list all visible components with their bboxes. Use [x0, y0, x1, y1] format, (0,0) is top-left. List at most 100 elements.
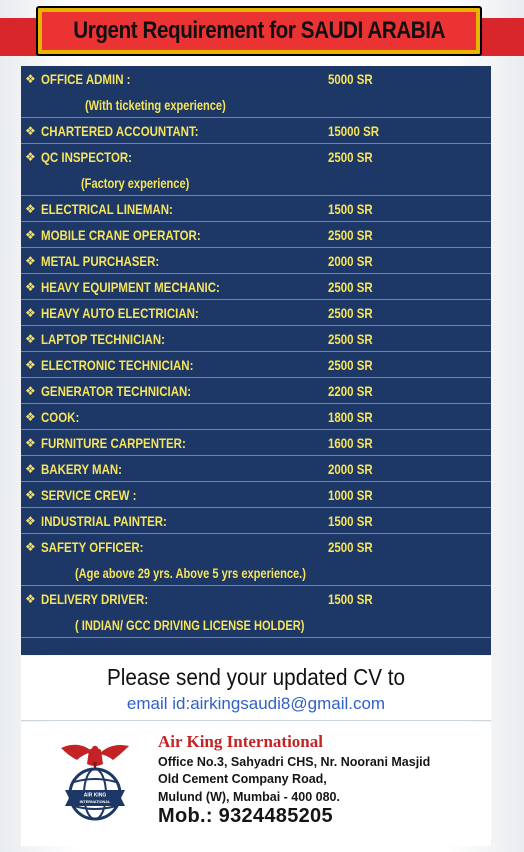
job-line: ❖ ELECTRONIC TECHNICIAN: 2500 SR	[21, 352, 491, 378]
job-title: SAFETY OFFICER:	[41, 539, 144, 555]
job-title: COOK:	[41, 409, 80, 425]
diamond-bullet-icon: ❖	[25, 150, 36, 164]
job-title: LAPTOP TECHNICIAN:	[41, 331, 165, 347]
job-row: ❖ BAKERY MAN: 2000 SR	[21, 456, 491, 482]
job-row: ❖ HEAVY AUTO ELECTRICIAN: 2500 SR	[21, 300, 491, 326]
job-row: ❖ HEAVY EQUIPMENT MECHANIC: 2500 SR	[21, 274, 491, 300]
company-block: AIR KING INTERNATIONAL Air King Internat…	[21, 722, 491, 846]
diamond-bullet-icon: ❖	[25, 306, 36, 320]
job-salary: 1000 SR	[328, 487, 373, 503]
job-row: ❖ OFFICE ADMIN : 5000 SR (With ticketing ex…	[21, 66, 491, 118]
job-title: QC INSPECTOR:	[41, 149, 133, 165]
diamond-bullet-icon: ❖	[25, 384, 36, 398]
job-title: HEAVY AUTO ELECTRICIAN:	[41, 305, 199, 321]
job-row: ❖ SAFETY OFFICER: 2500 SR (Age above 29 yrs…	[21, 534, 491, 586]
job-row: ❖ QC INSPECTOR: 2500 SR (Factory experience…	[21, 144, 491, 196]
page-title: Urgent Requirement for SAUDI ARABIA	[73, 17, 445, 44]
job-row: ❖ SERVICE CREW : 1000 SR	[21, 482, 491, 508]
diamond-bullet-icon: ❖	[25, 280, 36, 294]
mobile-number[interactable]: Mob.: 9324485205	[158, 805, 333, 827]
diamond-bullet-icon: ❖	[25, 254, 36, 268]
cta-text: Please send your updated CV to	[106, 664, 406, 690]
job-salary: 1500 SR	[328, 591, 373, 607]
job-salary: 2500 SR	[328, 149, 373, 165]
job-title: CHARTERED ACCOUNTANT:	[41, 123, 199, 139]
diamond-bullet-icon: ❖	[25, 72, 36, 86]
job-list-panel: ❖ OFFICE ADMIN : 5000 SR (With ticketing ex…	[21, 66, 491, 655]
job-line: ❖ METAL PURCHASER: 2000 SR	[21, 248, 491, 274]
job-title: GENERATOR TECHNICIAN:	[41, 383, 192, 399]
job-note: (Factory experience)	[81, 175, 190, 191]
job-title: OFFICE ADMIN :	[41, 71, 131, 87]
diamond-bullet-icon: ❖	[25, 124, 36, 138]
job-line: ❖ BAKERY MAN: 2000 SR	[21, 456, 491, 482]
job-title: SERVICE CREW :	[41, 487, 137, 503]
job-salary: 2500 SR	[328, 227, 373, 243]
job-line: ❖ CHARTERED ACCOUNTANT: 15000 SR	[21, 118, 491, 144]
address-line-3: Mulund (W), Mumbai - 400 080.	[158, 790, 340, 804]
job-salary: 1800 SR	[328, 409, 373, 425]
job-row: ❖ METAL PURCHASER: 2000 SR	[21, 248, 491, 274]
diamond-bullet-icon: ❖	[25, 436, 36, 450]
job-title: FURNITURE CARPENTER:	[41, 435, 186, 451]
job-line: ❖ OFFICE ADMIN : 5000 SR	[21, 66, 491, 92]
job-row: ❖ MOBILE CRANE OPERATOR: 2500 SR	[21, 222, 491, 248]
job-title: ELECTRICAL LINEMAN:	[41, 201, 173, 217]
job-salary: 1500 SR	[328, 513, 373, 529]
job-line: ❖ FURNITURE CARPENTER: 1600 SR	[21, 430, 491, 456]
diamond-bullet-icon: ❖	[25, 514, 36, 528]
job-note: ( INDIAN/ GCC DRIVING LICENSE HOLDER)	[75, 617, 305, 633]
job-title: BAKERY MAN:	[41, 461, 123, 477]
address-line-1: Office No.3, Sahyadri CHS, Nr. Noorani M…	[158, 755, 431, 769]
job-title: DELIVERY DRIVER:	[41, 591, 149, 607]
job-line: ❖ GENERATOR TECHNICIAN: 2200 SR	[21, 378, 491, 404]
job-salary: 2000 SR	[328, 253, 373, 269]
job-salary: 5000 SR	[328, 71, 373, 87]
job-line: ❖ ELECTRICAL LINEMAN: 1500 SR	[21, 196, 491, 222]
cv-call-to-action: Please send your updated CV to email id:…	[21, 656, 491, 721]
job-row: ❖ LAPTOP TECHNICIAN: 2500 SR	[21, 326, 491, 352]
diamond-bullet-icon: ❖	[25, 202, 36, 216]
job-note: (With ticketing experience)	[85, 97, 226, 113]
diamond-bullet-icon: ❖	[25, 462, 36, 476]
diamond-bullet-icon: ❖	[25, 228, 36, 242]
diamond-bullet-icon: ❖	[25, 332, 36, 346]
job-row: ❖ FURNITURE CARPENTER: 1600 SR	[21, 430, 491, 456]
job-title: METAL PURCHASER:	[41, 253, 160, 269]
job-row: ❖ COOK: 1800 SR	[21, 404, 491, 430]
company-name: Air King International	[158, 732, 323, 751]
job-salary: 2500 SR	[328, 279, 373, 295]
job-note-line: ( INDIAN/ GCC DRIVING LICENSE HOLDER)	[21, 612, 491, 638]
email-address[interactable]: email id:airkingsaudi8@gmail.com	[126, 694, 386, 713]
job-line: ❖ HEAVY AUTO ELECTRICIAN: 2500 SR	[21, 300, 491, 326]
job-salary: 1500 SR	[328, 201, 373, 217]
job-salary: 15000 SR	[328, 123, 380, 139]
diamond-bullet-icon: ❖	[25, 488, 36, 502]
job-row: ❖ DELIVERY DRIVER: 1500 SR ( INDIAN/ GCC DR…	[21, 586, 491, 638]
job-salary: 2500 SR	[328, 331, 373, 347]
diamond-bullet-icon: ❖	[25, 410, 36, 424]
job-line: ❖ LAPTOP TECHNICIAN: 2500 SR	[21, 326, 491, 352]
job-note-line: (With ticketing experience)	[21, 92, 491, 118]
job-salary: 2500 SR	[328, 305, 373, 321]
job-line: ❖ INDUSTRIAL PAINTER: 1500 SR	[21, 508, 491, 534]
job-salary: 2500 SR	[328, 357, 373, 373]
job-line: ❖ MOBILE CRANE OPERATOR: 2500 SR	[21, 222, 491, 248]
eagle-globe-logo-icon: AIR KING INTERNATIONAL	[61, 744, 129, 821]
job-salary: 2500 SR	[328, 539, 373, 555]
job-salary: 2200 SR	[328, 383, 373, 399]
job-title: INDUSTRIAL PAINTER:	[41, 513, 167, 529]
header-banner: Urgent Requirement for SAUDI ARABIA	[36, 6, 482, 56]
job-row: ❖ GENERATOR TECHNICIAN: 2200 SR	[21, 378, 491, 404]
job-line: ❖ HEAVY EQUIPMENT MECHANIC: 2500 SR	[21, 274, 491, 300]
job-title: ELECTRONIC TECHNICIAN:	[41, 357, 194, 373]
job-line: ❖ QC INSPECTOR: 2500 SR	[21, 144, 491, 170]
job-line: ❖ SAFETY OFFICER: 2500 SR	[21, 534, 491, 560]
header-banner-fill	[42, 12, 476, 50]
logo-text-line1: AIR KING	[84, 793, 107, 799]
address-line-2: Old Cement Company Road,	[158, 772, 327, 786]
job-row: ❖ ELECTRONIC TECHNICIAN: 2500 SR	[21, 352, 491, 378]
logo-text-line2: INTERNATIONAL	[80, 800, 111, 804]
diamond-bullet-icon: ❖	[25, 592, 36, 606]
